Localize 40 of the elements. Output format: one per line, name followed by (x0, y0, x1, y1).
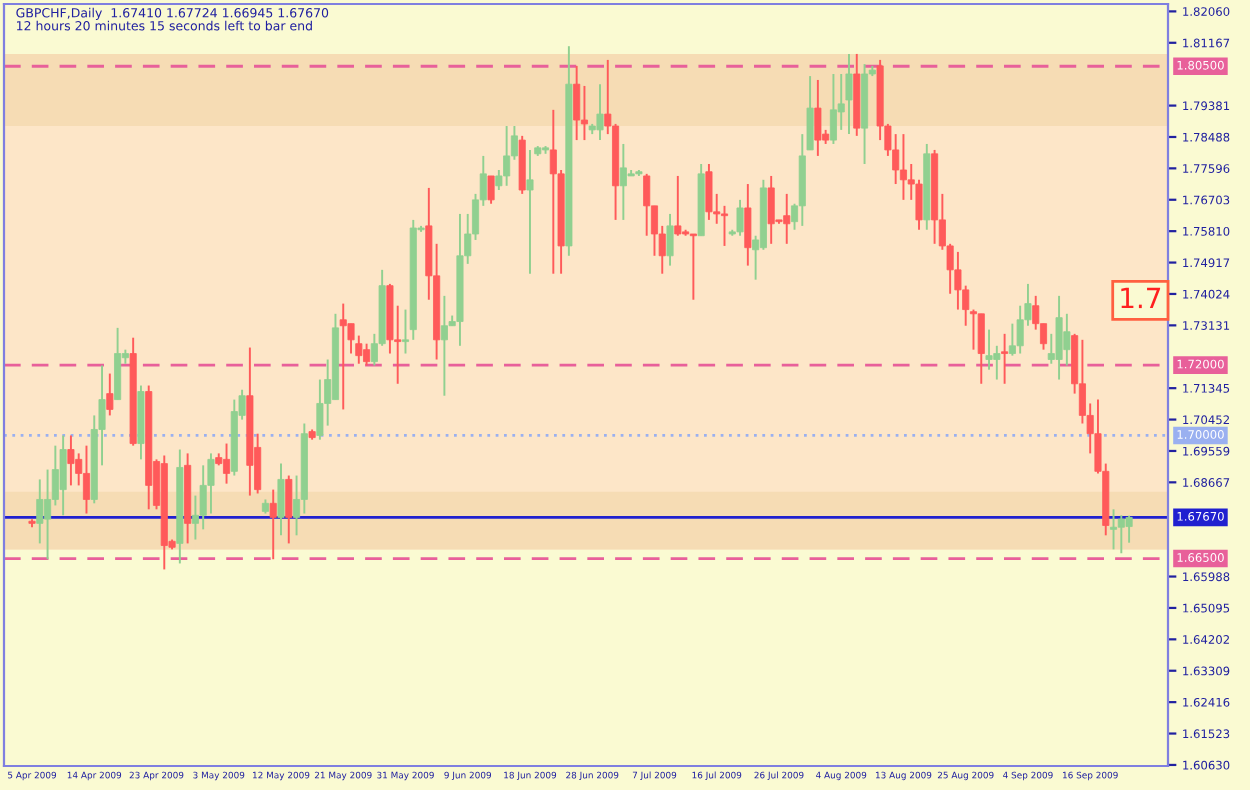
candlestick (977, 312, 985, 385)
candlestick (985, 328, 993, 371)
candlestick (223, 442, 231, 485)
candlestick (363, 342, 371, 367)
candlestick (285, 474, 293, 545)
candlestick (573, 64, 581, 142)
candlestick (666, 212, 674, 267)
candlestick (783, 192, 791, 245)
candlestick (1001, 332, 1009, 385)
candlestick (705, 163, 713, 221)
candlestick (106, 372, 114, 417)
candlestick (269, 488, 277, 561)
candlestick (67, 434, 75, 487)
candlestick (845, 52, 853, 136)
candlestick (899, 133, 907, 201)
candlestick (339, 302, 347, 411)
candlestick (487, 174, 495, 205)
candlestick (503, 125, 511, 187)
candlestick (767, 174, 775, 245)
candlestick (596, 83, 604, 142)
candlestick (440, 294, 448, 397)
candlestick (689, 233, 697, 301)
annotation: 1.7 (1121, 287, 1161, 309)
candlestick (736, 198, 744, 237)
candlestick (526, 148, 534, 275)
candlestick (114, 326, 122, 401)
candlestick (1117, 514, 1125, 555)
candlestick (744, 183, 752, 267)
candlestick (829, 73, 837, 145)
candlestick (619, 142, 627, 221)
candlestick (674, 174, 682, 237)
candlestick (82, 444, 91, 515)
candlestick (1110, 508, 1118, 551)
candlestick (59, 434, 67, 517)
candlestick (643, 172, 651, 237)
candlestick (1063, 312, 1071, 367)
candlestick (277, 462, 285, 537)
candlestick (549, 108, 557, 275)
candlestick (1055, 294, 1063, 381)
candlestick (814, 78, 822, 157)
